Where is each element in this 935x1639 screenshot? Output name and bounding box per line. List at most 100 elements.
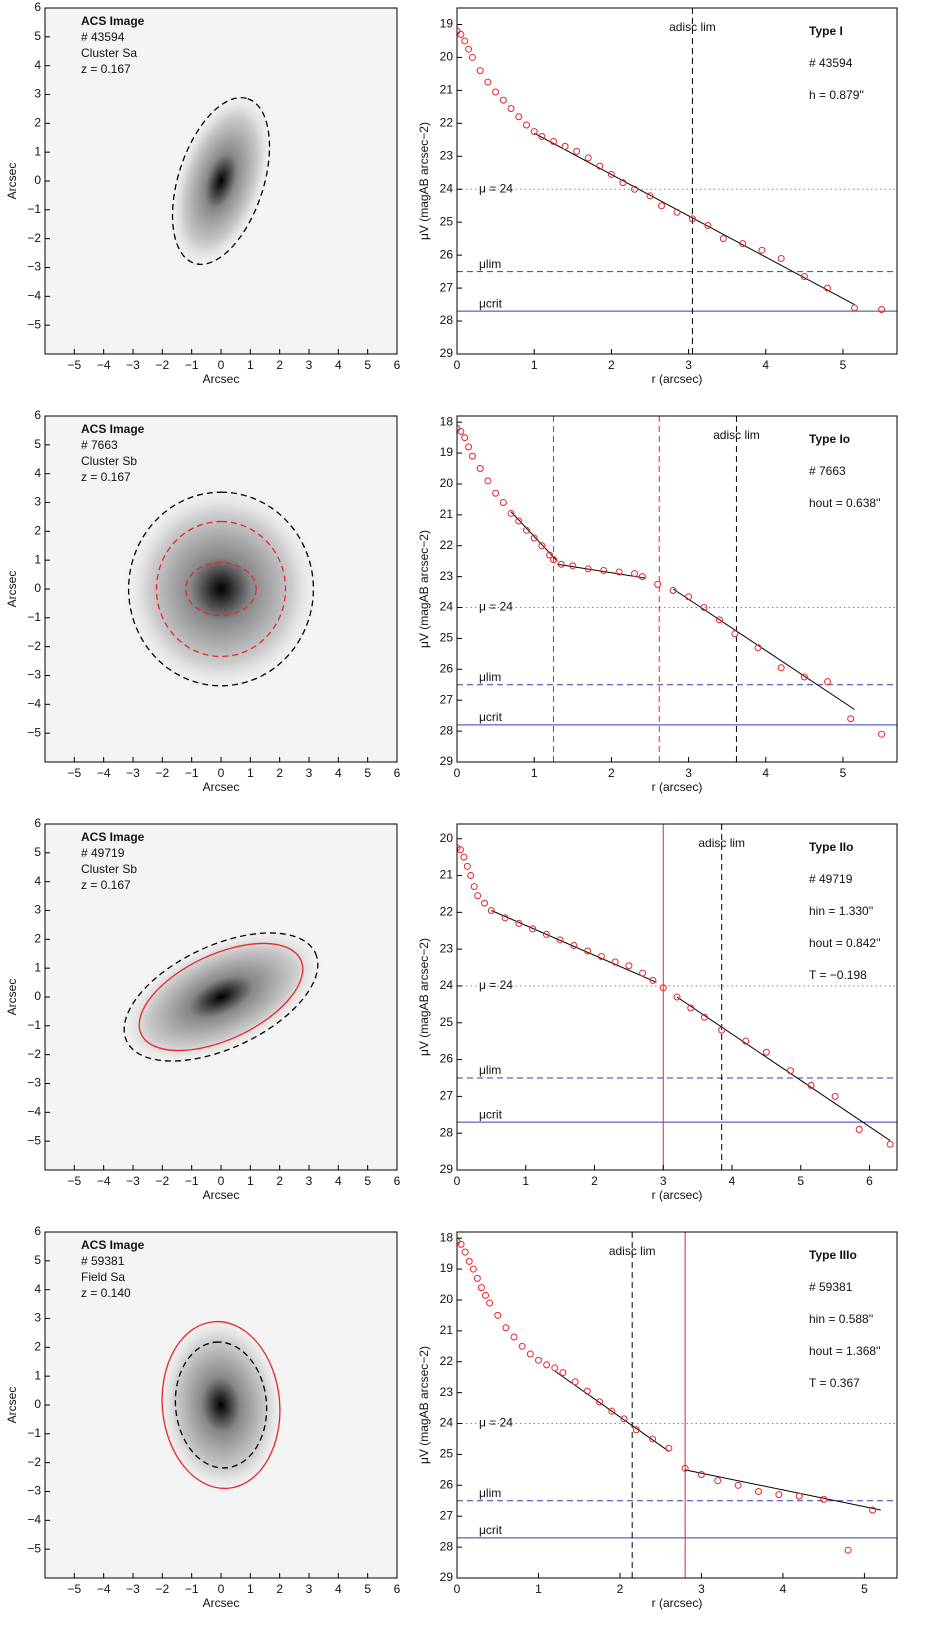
y-tick-label: 18 [440,414,454,428]
data-point [470,883,478,891]
data-point [807,1081,815,1089]
y-tick-label: −3 [27,1076,41,1090]
data-point [546,551,554,559]
axes-frame [456,1231,898,1579]
data-point [515,113,523,121]
data-point [685,593,693,601]
axes-frame [456,823,898,1171]
data-point [688,215,696,223]
x-tick-label: 6 [394,1582,401,1596]
image-label: ACS Image [81,830,145,844]
y-tick-label: 25 [440,1447,454,1461]
image-label: z = 0.167 [81,878,131,892]
y-tick-label: −2 [27,231,41,245]
data-point [486,1299,494,1307]
data-point [492,489,500,497]
data-point [584,565,592,573]
x-tick-label: 5 [861,1582,868,1596]
data-point [820,1495,828,1503]
data-point [477,1284,485,1292]
axes-frame [456,415,898,763]
x-axis-label: Arcsec [203,1596,240,1610]
aperture-ellipse [155,520,287,658]
x-axis-label: r (arcsec) [652,372,703,386]
x-tick-label: 1 [531,358,538,372]
x-tick-label: 2 [617,1582,624,1596]
data-point [474,892,482,900]
plot-area [457,416,897,762]
x-tick-label: 6 [394,766,401,780]
data-point [704,221,712,229]
y-tick-label: 23 [440,941,454,955]
profile-annotation: hin = 0.588'' [809,1312,873,1326]
y-tick-label: 5 [34,437,41,451]
galaxy-image [167,89,275,273]
data-point [457,844,461,852]
reference-label: μcrit [479,296,503,310]
panel: ACS Image # 43594 Cluster Sa z = 0.167 −5 −4 −… [5,0,400,386]
y-tick-label: 3 [34,1311,41,1325]
y-tick-label: 0 [34,1397,41,1411]
y-tick-label: 23 [440,148,454,162]
y-tick-label: 2 [34,932,41,946]
profile-annotation: hout = 1.368'' [809,1344,881,1358]
data-point [515,517,523,525]
galaxy-image [119,482,323,696]
y-tick-label: 29 [440,754,454,768]
y-tick-label: 26 [440,1477,454,1491]
data-point [468,53,476,61]
x-tick-label: 6 [866,1174,873,1188]
x-tick-label: −2 [155,766,169,780]
y-tick-label: 29 [440,346,454,360]
x-tick-label: 2 [276,1174,283,1188]
data-point [775,1491,783,1499]
y-tick-label: 28 [440,723,454,737]
x-tick-label: 0 [218,1174,225,1188]
data-point [534,1356,542,1364]
data-point [762,1048,770,1056]
y-tick-label: −5 [27,1541,41,1555]
fit-line [672,588,855,710]
y-tick-label: 0 [34,173,41,187]
data-point [659,984,667,992]
x-axis-label: r (arcsec) [652,780,703,794]
x-tick-label: −1 [185,1174,199,1188]
data-point [631,570,639,578]
data-point [501,914,509,922]
y-tick-label: 1 [34,1368,41,1382]
y-axis-label: μV (magAB arcsec−2) [417,1346,431,1464]
image-label: ACS Image [81,422,145,436]
y-tick-label: −2 [27,639,41,653]
profile-annotation: Type IIIo [809,1248,857,1262]
plot-area [457,824,897,1170]
x-tick-label: 5 [840,358,847,372]
y-tick-label: 22 [440,1354,454,1368]
data-point [510,1333,518,1341]
plot-background [457,416,897,762]
data-point [600,566,608,574]
y-tick-label: 24 [440,181,454,195]
reference-label: μ = 24 [479,1416,513,1430]
y-tick-label: 27 [440,692,454,706]
y-tick-label: 28 [440,1125,454,1139]
y-tick-label: 23 [440,569,454,583]
profile-annotation: # 59381 [809,1280,853,1294]
x-tick-label: 4 [335,358,342,372]
profile-annotation: # 7663 [809,464,846,478]
data-point [465,45,473,53]
data-point [831,1092,839,1100]
data-point [522,121,530,129]
x-tick-label: 5 [364,766,371,780]
plot-background [457,1232,897,1578]
data-point [538,133,546,141]
data-point [571,1378,579,1386]
data-point [734,1481,742,1489]
data-point [522,526,530,534]
x-tick-label: 4 [335,1582,342,1596]
reference-label: μ = 24 [479,978,513,992]
x-tick-label: 0 [218,1582,225,1596]
data-point [549,137,557,145]
data-point [530,534,538,542]
image-label: z = 0.167 [81,62,131,76]
